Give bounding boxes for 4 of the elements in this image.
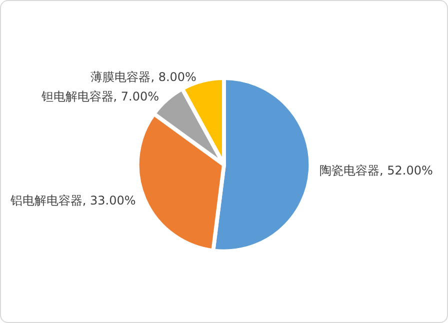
- slice-label: 钽电解电容器, 7.00%: [40, 90, 160, 104]
- slice-label: 陶瓷电容器, 52.00%: [319, 163, 433, 178]
- slice-label: 铝电解电容器, 33.00%: [9, 194, 136, 208]
- slice-label: 薄膜电容器, 8.00%: [90, 70, 196, 84]
